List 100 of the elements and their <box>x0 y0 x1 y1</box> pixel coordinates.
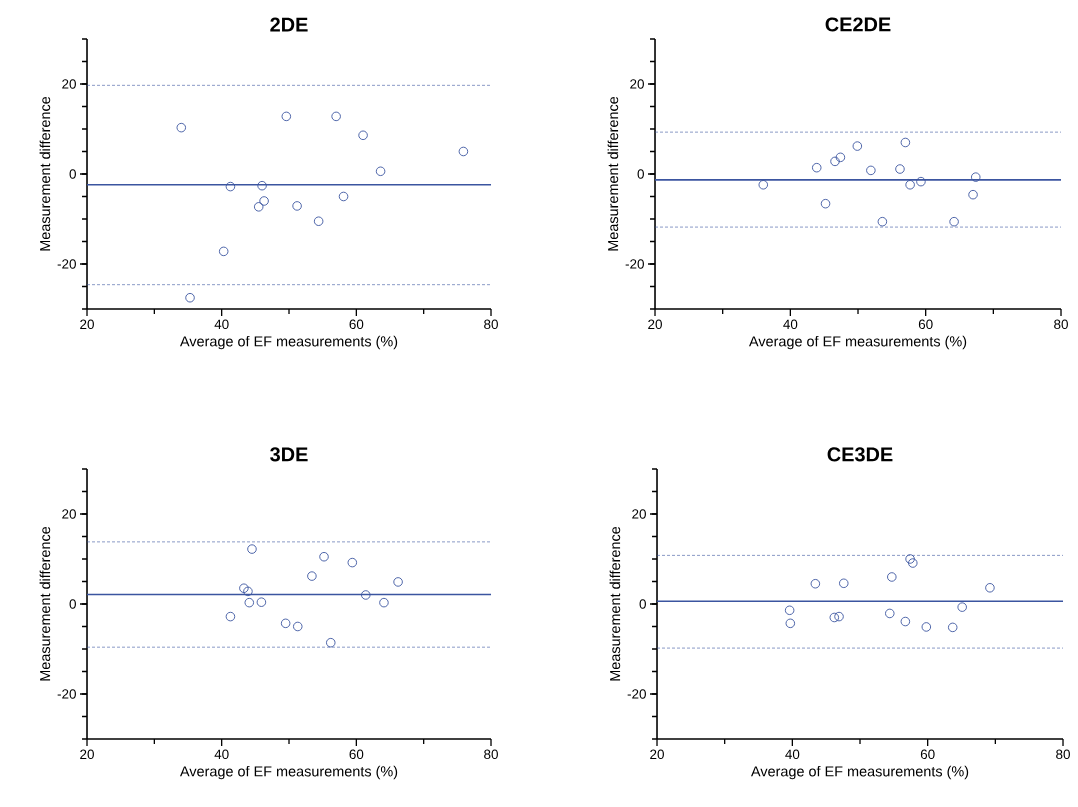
point <box>905 180 915 190</box>
y-tick-label: -20 <box>627 689 646 699</box>
y-tick-label: -20 <box>625 259 644 269</box>
point <box>830 156 840 167</box>
point <box>908 558 918 568</box>
x-tick-label: 20 <box>80 319 94 330</box>
y-tick-label: 20 <box>632 509 646 519</box>
point <box>379 597 389 608</box>
point <box>361 590 371 600</box>
point <box>338 191 349 202</box>
x-tick-label: 80 <box>484 319 498 330</box>
point <box>259 196 269 206</box>
x-tick-label: 60 <box>920 749 935 760</box>
point <box>900 137 911 148</box>
point <box>921 622 932 632</box>
y-tick-label: 20 <box>62 79 76 89</box>
point <box>916 176 926 187</box>
point <box>866 165 876 176</box>
point <box>887 572 897 582</box>
x-tick-label: 80 <box>1054 319 1068 330</box>
y-tick-label: 0 <box>637 169 644 179</box>
point <box>375 166 386 177</box>
x-tick-label: 20 <box>650 749 664 760</box>
y-tick-label: 0 <box>69 599 76 609</box>
x-axis-title: Average of EF measurements (%) <box>179 335 398 350</box>
chart-title: 3DE <box>270 447 308 462</box>
x-axis-title: Average of EF measurements (%) <box>179 765 398 780</box>
point <box>985 583 995 593</box>
point <box>957 602 967 612</box>
point <box>784 605 795 616</box>
x-tick-label: 40 <box>214 319 229 330</box>
point <box>293 621 303 632</box>
x-tick-label: 80 <box>1056 749 1070 760</box>
x-tick-label: 60 <box>349 319 364 330</box>
x-tick-label: 60 <box>918 319 933 330</box>
point <box>218 246 229 257</box>
point <box>256 597 267 607</box>
point <box>313 216 324 226</box>
point <box>185 292 195 303</box>
point <box>968 189 978 200</box>
point <box>839 578 849 589</box>
y-tick-label: -20 <box>57 259 76 269</box>
point <box>835 152 846 163</box>
point <box>253 202 264 212</box>
point <box>176 122 187 133</box>
point <box>895 164 905 174</box>
point <box>458 146 469 157</box>
y-axis-title: Measurement difference <box>39 526 51 681</box>
point <box>331 111 341 122</box>
point <box>811 162 822 173</box>
point <box>292 201 302 211</box>
point <box>358 130 368 141</box>
x-axis-title: Average of EF measurements (%) <box>750 765 969 780</box>
point <box>947 622 958 633</box>
point <box>307 571 317 581</box>
point <box>877 216 888 227</box>
point <box>393 577 403 587</box>
point <box>243 586 253 597</box>
point <box>852 141 863 151</box>
x-axis-title: Average of EF measurements (%) <box>748 335 967 350</box>
y-axis-title: Measurement difference <box>609 526 621 681</box>
point <box>247 544 257 554</box>
point <box>785 618 796 629</box>
point <box>347 557 358 568</box>
y-tick-label: 20 <box>630 79 644 89</box>
point <box>829 612 840 623</box>
y-tick-label: -20 <box>57 689 76 699</box>
point <box>834 611 844 622</box>
point <box>900 616 911 627</box>
x-tick-label: 60 <box>349 749 364 760</box>
y-axis-title: Measurement difference <box>39 96 51 251</box>
point <box>225 611 236 622</box>
y-tick-label: 0 <box>69 169 76 179</box>
point <box>971 172 981 182</box>
y-tick-label: 0 <box>639 599 646 609</box>
x-tick-label: 40 <box>785 749 800 760</box>
point <box>810 578 821 589</box>
y-axis-title: Measurement difference <box>607 96 619 251</box>
point <box>239 583 249 593</box>
x-tick-label: 20 <box>648 319 662 330</box>
point <box>905 554 915 564</box>
point <box>280 618 291 629</box>
x-tick-label: 80 <box>484 749 498 760</box>
point <box>885 608 895 619</box>
point <box>281 111 292 122</box>
point <box>244 597 255 608</box>
x-tick-label: 20 <box>80 749 94 760</box>
point <box>820 198 831 209</box>
chart-title: CE2DE <box>825 17 891 32</box>
point <box>758 180 769 190</box>
point <box>225 181 236 192</box>
point <box>257 180 267 191</box>
x-tick-label: 40 <box>783 319 798 330</box>
y-tick-label: 20 <box>62 509 76 519</box>
chart-title: CE3DE <box>827 447 893 462</box>
chart-title: 2DE <box>270 17 308 32</box>
point <box>949 216 959 227</box>
point <box>326 637 336 648</box>
x-tick-label: 40 <box>214 749 229 760</box>
point <box>319 551 329 562</box>
